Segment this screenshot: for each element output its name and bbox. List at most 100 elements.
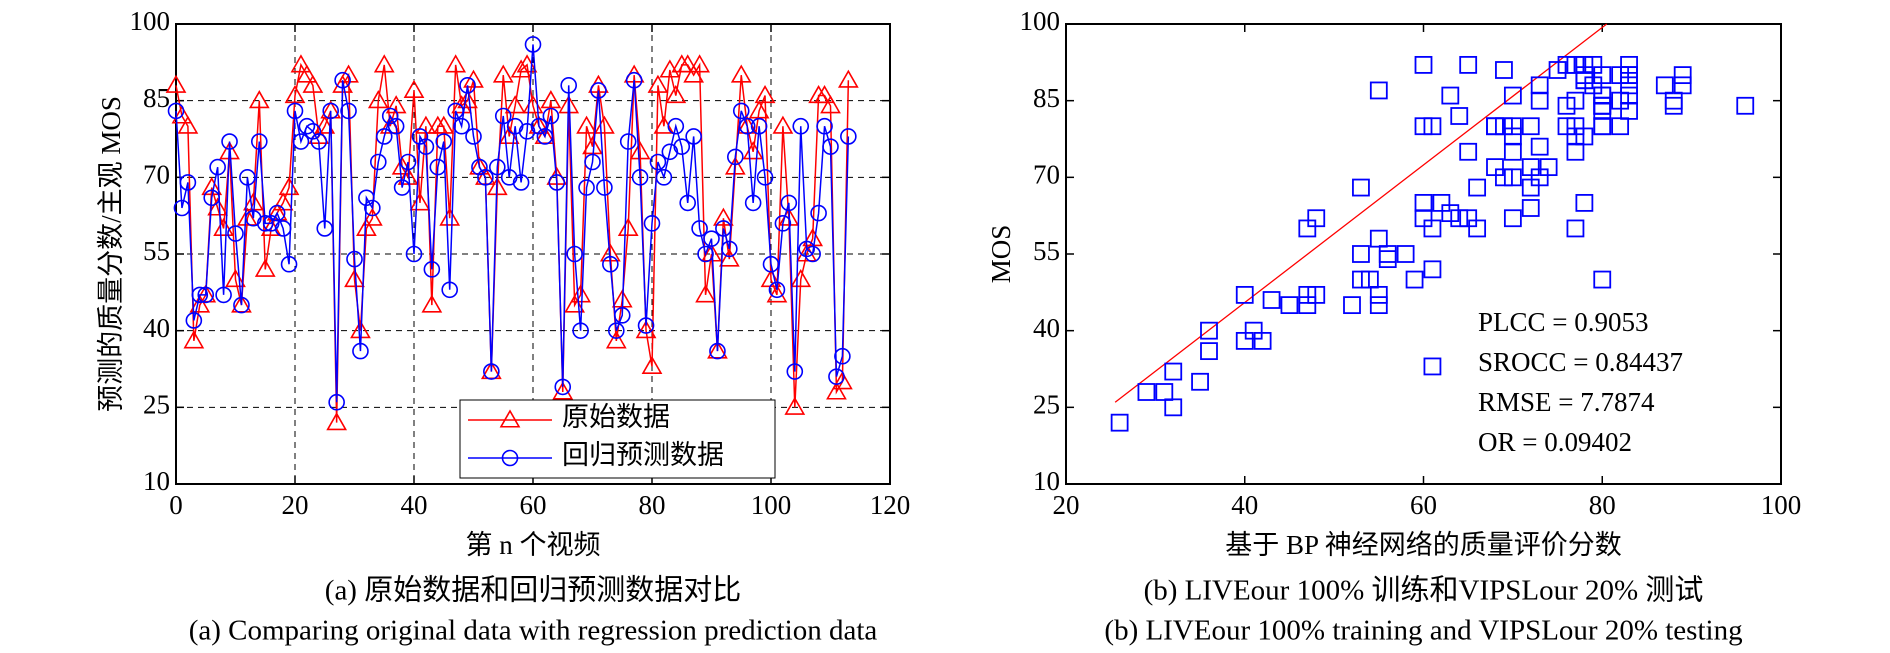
data-point	[1486, 117, 1504, 136]
data-point	[834, 347, 851, 365]
data-point	[1539, 158, 1558, 177]
annotation: PLCC = 0.9053	[1478, 307, 1649, 337]
data-point	[1486, 117, 1504, 136]
data-point	[463, 69, 484, 88]
data-point	[1164, 398, 1183, 417]
data-point	[667, 117, 685, 135]
data-point	[730, 64, 752, 83]
legend-marker	[501, 449, 519, 467]
data-point	[560, 77, 578, 94]
data-point	[1530, 91, 1549, 110]
data-point	[364, 199, 381, 217]
data-point	[256, 215, 274, 232]
y-tick-label: 100	[1020, 6, 1061, 36]
x-tick-label: 20	[1053, 490, 1080, 520]
y-axis-label: MOS	[986, 225, 1016, 284]
data-point	[607, 322, 625, 339]
data-point	[530, 117, 548, 135]
x-axis-label: 第 n 个视频	[466, 530, 601, 560]
data-point	[1441, 204, 1460, 223]
data-point	[576, 115, 597, 134]
data-point	[685, 128, 702, 145]
x-tick-label: 60	[1410, 490, 1437, 520]
data-point	[552, 381, 574, 400]
data-point	[1503, 86, 1522, 105]
data-point	[1378, 250, 1397, 269]
data-point	[373, 54, 395, 73]
data-point	[185, 312, 203, 329]
y-tick-label: 40	[1033, 313, 1060, 343]
y-tick-label: 70	[1033, 160, 1060, 190]
data-point	[1566, 55, 1585, 74]
data-point	[1414, 209, 1433, 228]
data-point	[524, 36, 542, 53]
data-point	[1503, 117, 1522, 136]
data-point	[328, 393, 345, 411]
y-tick-label: 25	[143, 390, 170, 420]
data-point	[340, 102, 357, 120]
caption: (b) LIVEour 100% 训练和VIPSLour 20% 测试	[1144, 574, 1704, 607]
data-point	[1566, 219, 1585, 238]
caption: (b) LIVEour 100% training and VIPSLour 2…	[1104, 615, 1742, 647]
data-point	[1414, 193, 1433, 212]
data-point	[713, 207, 734, 226]
data-point	[1566, 117, 1585, 136]
data-point	[1664, 96, 1683, 115]
data-point	[322, 102, 340, 120]
data-point	[1736, 96, 1755, 115]
data-point	[1503, 168, 1522, 187]
data-point	[1110, 413, 1129, 432]
plot-frame	[175, 23, 891, 485]
data-point	[1378, 245, 1397, 263]
y-tick-label: 55	[1033, 236, 1060, 266]
data-point	[673, 138, 691, 155]
data-point	[292, 133, 310, 150]
data-point	[1468, 178, 1487, 197]
y-tick-label: 40	[143, 313, 170, 343]
data-point	[1620, 66, 1638, 85]
data-point	[459, 77, 476, 94]
data-point	[605, 330, 627, 349]
data-point	[504, 95, 526, 114]
data-point	[248, 90, 270, 109]
data-point	[1468, 219, 1487, 238]
data-point	[810, 204, 827, 222]
data-point	[1521, 117, 1540, 136]
data-point	[278, 176, 300, 196]
data-point	[542, 107, 560, 125]
data-point	[1575, 193, 1594, 212]
data-point	[488, 158, 506, 176]
fit-line	[1114, 23, 1608, 403]
data-point	[492, 64, 514, 83]
data-point	[816, 117, 833, 135]
data-point	[227, 225, 244, 242]
data-point	[409, 192, 431, 211]
data-point	[1414, 117, 1433, 136]
data-point	[393, 179, 411, 196]
data-point	[167, 102, 185, 120]
data-point	[191, 286, 209, 304]
y-tick-label: 55	[143, 236, 170, 266]
data-point	[786, 363, 804, 380]
annotation: SROCC = 0.84437	[1478, 347, 1683, 377]
data-point	[1521, 178, 1540, 197]
data-point	[296, 64, 318, 83]
data-point	[814, 84, 835, 104]
data-point	[268, 204, 286, 222]
data-point	[790, 268, 812, 288]
data-point	[695, 284, 716, 303]
data-point	[290, 54, 312, 73]
data-point	[369, 153, 387, 171]
data-point	[286, 102, 304, 120]
data-point	[177, 115, 199, 134]
x-tick-label: 0	[169, 490, 183, 520]
y-axis-label: 预测的质量分数/主观 MOS	[96, 96, 126, 412]
data-point	[352, 342, 369, 360]
data-point	[1307, 285, 1326, 304]
data-point	[1369, 81, 1388, 100]
data-point	[780, 194, 798, 212]
x-tick-label: 60	[520, 490, 547, 520]
y-tick-label: 10	[143, 466, 170, 496]
data-point	[486, 176, 508, 196]
data-point	[683, 64, 705, 83]
